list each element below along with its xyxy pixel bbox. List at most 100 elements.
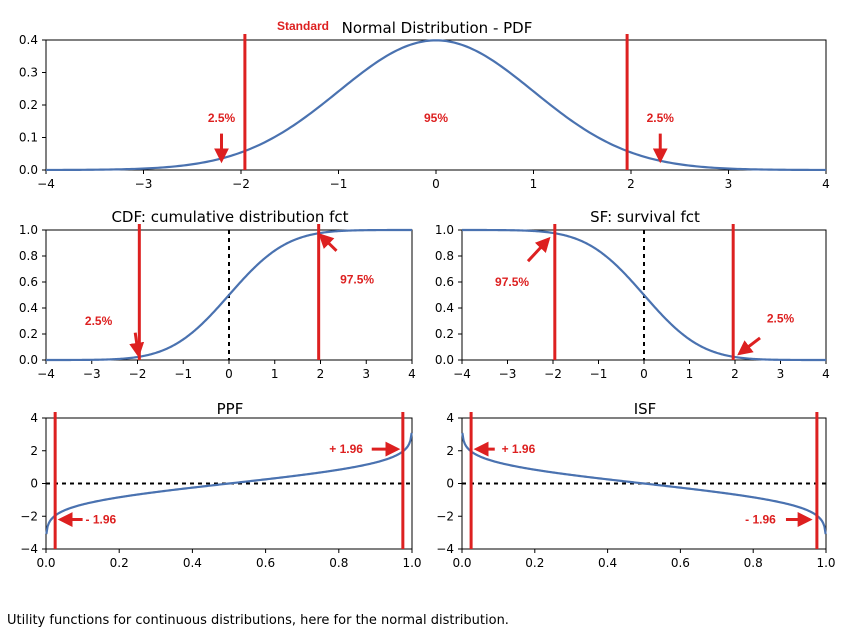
sf-xtick-label: 4 [822, 367, 830, 381]
sf-annotation-arrow [737, 336, 761, 356]
isf-ytick-label: 4 [446, 411, 454, 425]
pdf-plot: −4 −3 −2 −1 0 1 2 3 4 0.0 0.1 0.2 0.3 0.4 Normal Distr… [19, 19, 830, 191]
sf-curve [462, 228, 826, 362]
sf-plot: −4 −3 −2 −1 0 1 2 3 4 0.0 0.2 0.4 0.6 0.8 1.0 SF: survi… [435, 208, 830, 381]
isf-plot: 0.0 0.2 0.4 0.6 0.8 1.0 −4 −2 0 2 4 ISF + 1.96 - 1.96 [436, 400, 835, 570]
cdf-ytick-label: 0.2 [19, 327, 38, 341]
ppf-xtick-label: 1.0 [402, 556, 421, 570]
ppf-ytick-label: −4 [20, 542, 38, 556]
isf-annotation-label: + 1.96 [502, 442, 536, 456]
pdf-xtick-label: −2 [232, 177, 250, 191]
cdf-xtick-label: −2 [129, 367, 147, 381]
ppf-ytick-label: 4 [30, 411, 38, 425]
ppf-xtick-label: 0.4 [183, 556, 202, 570]
ppf-annotation-label: - 1.96 [86, 513, 117, 527]
sf-annotation-arrow [526, 236, 551, 263]
cdf-xtick-label: −4 [37, 367, 55, 381]
isf-ytick-label: 2 [446, 444, 454, 458]
pdf-axes-frame [45, 39, 827, 171]
pdf-annotation-label: 2.5% [208, 111, 236, 125]
cdf-annotation-arrow [318, 233, 338, 252]
pdf-ytick-label: 0.0 [19, 163, 38, 177]
sf-ytick-label: 0.4 [435, 301, 454, 315]
figure-caption: Utility functions for continuous distrib… [7, 613, 509, 628]
pdf-xtick-label: −1 [330, 177, 348, 191]
cdf-ytick-label: 0.8 [19, 249, 38, 263]
sf-xtick-label: −1 [590, 367, 608, 381]
pdf-ytick-label: 0.1 [19, 131, 38, 145]
isf-annotation-label: - 1.96 [745, 513, 776, 527]
sf-ytick-label: 0.6 [435, 275, 454, 289]
sf-ytick-label: 1.0 [435, 223, 454, 237]
pdf-curve [45, 39, 827, 172]
ppf-annotation-label: + 1.96 [329, 442, 363, 456]
pdf-title: Normal Distribution - PDF [342, 19, 533, 37]
pdf-xtick-label: 4 [822, 177, 830, 191]
cdf-annotation-label: 2.5% [85, 314, 113, 328]
pdf-annotation-label: 95% [424, 111, 448, 125]
ppf-xtick-label: 0.2 [110, 556, 129, 570]
cdf-ytick-label: 0.6 [19, 275, 38, 289]
cdf-xtick-label: 1 [271, 367, 279, 381]
pdf-ytick-label: 0.4 [19, 33, 38, 47]
isf-ytick-label: −4 [436, 542, 454, 556]
ppf-curve [45, 432, 413, 535]
ppf-plot: 0.0 0.2 0.4 0.6 0.8 1.0 −4 −2 0 2 4 PPF + 1.96 - 1.96 [20, 400, 421, 570]
ppf-xtick-label: 0.6 [256, 556, 275, 570]
isf-xtick-label: 0.4 [598, 556, 617, 570]
ppf-xtick-label: 0.0 [36, 556, 55, 570]
cdf-ytick-label: 0.0 [19, 353, 38, 367]
sf-xtick-label: −2 [544, 367, 562, 381]
cdf-xtick-label: −1 [174, 367, 192, 381]
sf-annotation-label: 2.5% [767, 311, 795, 325]
isf-xtick-label: 0.6 [671, 556, 690, 570]
cdf-annotation-arrow [129, 332, 145, 358]
sf-xtick-label: 2 [731, 367, 739, 381]
pdf-xtick-label: −4 [37, 177, 55, 191]
isf-xtick-label: 0.0 [452, 556, 471, 570]
cdf-xtick-label: 3 [362, 367, 370, 381]
sf-title: SF: survival fct [590, 208, 700, 226]
pdf-xtick-label: −3 [135, 177, 153, 191]
ppf-ytick-label: 0 [30, 477, 38, 491]
cdf-xtick-label: 2 [317, 367, 325, 381]
isf-xtick-label: 1.0 [816, 556, 835, 570]
isf-xtick-label: 0.2 [525, 556, 544, 570]
isf-title: ISF [634, 400, 657, 418]
sf-xtick-label: −4 [453, 367, 471, 381]
distribution-figure: −4 −3 −2 −1 0 1 2 3 4 0.0 0.1 0.2 0.3 0.4 Normal Distr… [19, 19, 836, 570]
isf-xtick-label: 0.8 [744, 556, 763, 570]
cdf-curve [46, 228, 412, 362]
ppf-ytick-label: −2 [20, 509, 38, 523]
cdf-ytick-label: 1.0 [19, 223, 38, 237]
sf-ytick-label: 0.2 [435, 327, 454, 341]
isf-ytick-label: 0 [446, 477, 454, 491]
pdf-title-prefix: Standard [277, 19, 329, 33]
sf-annotation-label: 97.5% [495, 275, 529, 289]
cdf-xtick-label: 4 [408, 367, 416, 381]
ppf-xtick-label: 0.8 [329, 556, 348, 570]
cdf-title: CDF: cumulative distribution fct [111, 208, 348, 226]
pdf-annotation-label: 2.5% [647, 111, 675, 125]
cdf-xtick-label: 0 [225, 367, 233, 381]
isf-ytick-label: −2 [436, 509, 454, 523]
cdf-plot: −4 −3 −2 −1 0 1 2 3 4 0.0 0.2 0.4 0.6 0.8 1.0 CDF: cumu… [19, 208, 416, 381]
sf-xtick-label: 0 [640, 367, 648, 381]
pdf-xtick-label: 1 [530, 177, 538, 191]
isf-curve [461, 432, 827, 535]
cdf-annotation-label: 97.5% [340, 272, 374, 286]
ppf-ytick-label: 2 [30, 444, 38, 458]
pdf-xtick-label: 2 [627, 177, 635, 191]
ppf-title: PPF [217, 400, 244, 418]
sf-xtick-label: −3 [499, 367, 517, 381]
sf-ytick-label: 0.8 [435, 249, 454, 263]
cdf-xtick-label: −3 [83, 367, 101, 381]
sf-xtick-label: 3 [777, 367, 785, 381]
pdf-ytick-label: 0.2 [19, 98, 38, 112]
pdf-xtick-label: 3 [725, 177, 733, 191]
sf-xtick-label: 1 [686, 367, 694, 381]
sf-ytick-label: 0.0 [435, 353, 454, 367]
cdf-ytick-label: 0.4 [19, 301, 38, 315]
pdf-xtick-label: 0 [432, 177, 440, 191]
pdf-ytick-label: 0.3 [19, 66, 38, 80]
